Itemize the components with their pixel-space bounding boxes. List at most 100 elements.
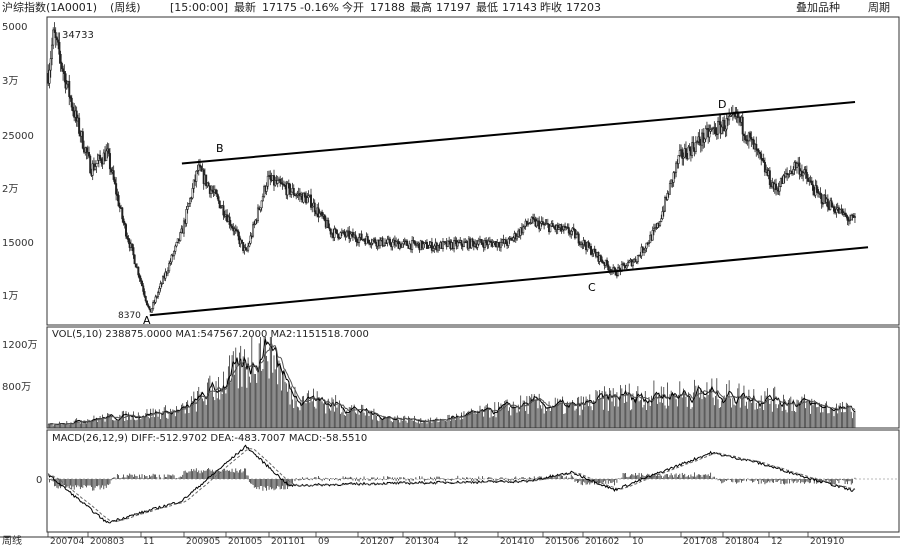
- candle-body: [349, 233, 352, 239]
- candle-body: [295, 195, 298, 197]
- candle-body: [63, 71, 66, 74]
- candle-body: [240, 239, 243, 243]
- candle-body: [529, 222, 532, 224]
- candle-body: [168, 263, 171, 272]
- candle-body: [155, 296, 158, 298]
- candle-body: [782, 175, 785, 185]
- candle-body: [575, 234, 578, 239]
- candle-body: [664, 197, 667, 212]
- quote-header: 沪综指数(1A0001) (周线) [15:00:00] 最新 17175 -0…: [0, 0, 900, 16]
- candle-body: [708, 130, 711, 138]
- candle-body: [401, 243, 404, 248]
- candle-body: [89, 155, 92, 174]
- candle-body: [52, 29, 55, 46]
- candle-body: [57, 39, 60, 43]
- candle-body: [367, 239, 370, 244]
- period-button[interactable]: 周期: [868, 1, 890, 14]
- candle-body: [157, 292, 160, 297]
- candle-body: [532, 216, 535, 219]
- candle-body: [641, 246, 644, 253]
- candle-body: [507, 238, 510, 246]
- candle-body: [87, 151, 90, 157]
- candle-body: [678, 150, 681, 156]
- candle-body: [68, 81, 71, 97]
- candle-body: [673, 171, 676, 174]
- candle-body: [572, 227, 575, 230]
- x-axis-label: 12: [771, 537, 782, 546]
- candle-body: [615, 274, 618, 277]
- candle-body: [659, 221, 662, 226]
- candle-body: [222, 205, 225, 216]
- candle-body: [113, 179, 116, 184]
- candle-body: [100, 158, 103, 163]
- candle-body: [661, 211, 664, 219]
- candle-body: [144, 295, 147, 302]
- candle-body: [166, 270, 169, 274]
- candle-body: [145, 300, 148, 306]
- candle-body: [456, 241, 459, 247]
- candle-body: [244, 247, 247, 250]
- candle-body: [643, 249, 646, 253]
- candle-body: [448, 240, 451, 242]
- candle-body: [795, 163, 798, 169]
- candle-body: [775, 183, 778, 191]
- candle-body: [460, 240, 463, 246]
- candle-body: [627, 262, 630, 267]
- x-axis-label: 201708: [683, 537, 718, 546]
- candle-body: [48, 69, 51, 84]
- candle-body: [71, 106, 74, 112]
- candle-body: [256, 207, 259, 222]
- candle-body: [784, 173, 787, 178]
- overlay-button[interactable]: 叠加品种: [796, 1, 840, 14]
- candle-body: [805, 172, 808, 179]
- candle-body: [613, 267, 616, 270]
- candle-body: [133, 254, 136, 265]
- candle-body: [335, 229, 338, 235]
- candle-body: [583, 240, 586, 246]
- price-tick-label: 2万: [2, 184, 18, 195]
- candle-body: [453, 240, 456, 249]
- wave-point-b: B: [216, 142, 224, 155]
- candle-body: [388, 238, 391, 245]
- candle-body: [142, 285, 145, 292]
- candle-body: [269, 175, 272, 180]
- candle-body: [666, 193, 669, 200]
- x-axis-label: 201005: [228, 537, 262, 546]
- candle-body: [153, 301, 156, 304]
- candle-body: [504, 239, 507, 245]
- candle-body: [259, 207, 262, 211]
- candle-body: [211, 189, 214, 192]
- candle-body: [677, 155, 680, 164]
- candle-body: [652, 228, 655, 231]
- candle-body: [284, 184, 287, 187]
- candle-body: [50, 44, 53, 59]
- candle-body: [556, 224, 559, 230]
- candle-body: [296, 193, 299, 196]
- candle-body: [446, 240, 449, 247]
- candle-body: [384, 242, 387, 246]
- candle-body: [589, 246, 592, 255]
- candle-body: [124, 224, 127, 237]
- candle-body: [717, 120, 720, 135]
- candle-body: [757, 150, 760, 153]
- candle-body: [317, 207, 320, 218]
- candle-body: [360, 233, 363, 240]
- candle-body: [143, 291, 146, 297]
- candle-body: [607, 264, 610, 271]
- candle-body: [819, 192, 822, 195]
- candle-body: [618, 267, 621, 269]
- candle-body: [692, 142, 695, 150]
- candle-body: [462, 241, 465, 247]
- candle-body: [217, 196, 220, 202]
- candle-body: [744, 135, 747, 140]
- x-axis-label: 201506: [545, 537, 580, 546]
- candle-body: [205, 174, 208, 187]
- candle-body: [78, 117, 81, 134]
- candle-body: [159, 283, 162, 289]
- candle-body: [117, 195, 120, 207]
- wave-point-c: C: [588, 281, 596, 294]
- volume-ma1-line: [48, 339, 856, 426]
- candle-body: [551, 223, 554, 227]
